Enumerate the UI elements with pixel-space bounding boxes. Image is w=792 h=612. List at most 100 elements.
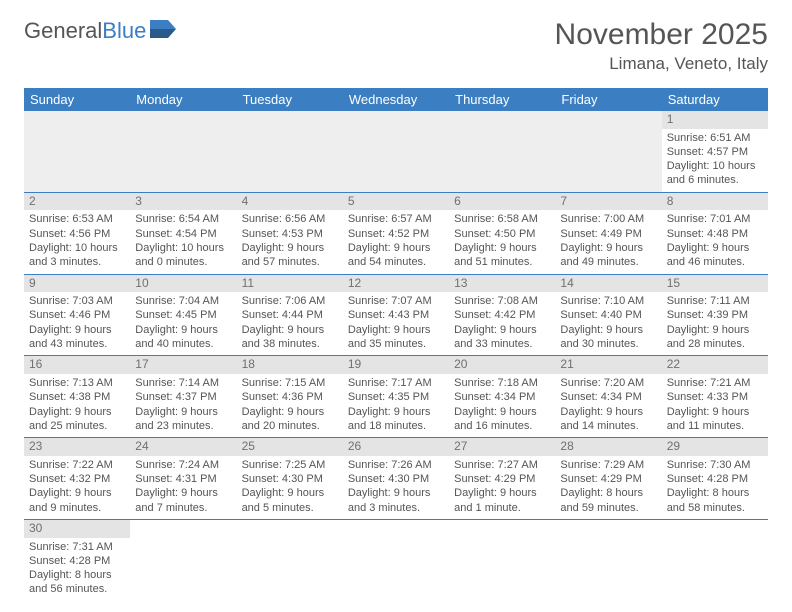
sunrise-text: Sunrise: 6:53 AM xyxy=(29,212,125,226)
sunrise-text: Sunrise: 6:54 AM xyxy=(135,212,231,226)
day-number: 26 xyxy=(343,438,449,456)
sunrise-text: Sunrise: 6:57 AM xyxy=(348,212,444,226)
day-number: 27 xyxy=(449,438,555,456)
daylight-text: Daylight: 8 hours and 59 minutes. xyxy=(560,486,656,515)
sunrise-text: Sunrise: 6:58 AM xyxy=(454,212,550,226)
day-number: 22 xyxy=(662,356,768,374)
day-number: 16 xyxy=(24,356,130,374)
day-number: 1 xyxy=(662,111,768,129)
day-body: Sunrise: 7:30 AMSunset: 4:28 PMDaylight:… xyxy=(662,456,768,519)
day-cell xyxy=(343,519,449,600)
day-body: Sunrise: 7:08 AMSunset: 4:42 PMDaylight:… xyxy=(449,292,555,355)
day-body: Sunrise: 6:54 AMSunset: 4:54 PMDaylight:… xyxy=(130,210,236,273)
day-body: Sunrise: 7:01 AMSunset: 4:48 PMDaylight:… xyxy=(662,210,768,273)
day-cell: 13Sunrise: 7:08 AMSunset: 4:42 PMDayligh… xyxy=(449,274,555,356)
day-body: Sunrise: 7:07 AMSunset: 4:43 PMDaylight:… xyxy=(343,292,449,355)
logo-text-2: Blue xyxy=(102,18,146,44)
sunset-text: Sunset: 4:56 PM xyxy=(29,227,125,241)
daylight-text: Daylight: 9 hours and 5 minutes. xyxy=(242,486,338,515)
day-header: Monday xyxy=(130,88,236,111)
sunset-text: Sunset: 4:40 PM xyxy=(560,308,656,322)
day-cell xyxy=(555,519,661,600)
sunrise-text: Sunrise: 7:07 AM xyxy=(348,294,444,308)
daylight-text: Daylight: 9 hours and 46 minutes. xyxy=(667,241,763,270)
day-cell: 12Sunrise: 7:07 AMSunset: 4:43 PMDayligh… xyxy=(343,274,449,356)
daylight-text: Daylight: 9 hours and 25 minutes. xyxy=(29,405,125,434)
day-cell: 10Sunrise: 7:04 AMSunset: 4:45 PMDayligh… xyxy=(130,274,236,356)
day-number: 25 xyxy=(237,438,343,456)
sunset-text: Sunset: 4:43 PM xyxy=(348,308,444,322)
sunrise-text: Sunrise: 7:08 AM xyxy=(454,294,550,308)
day-header: Wednesday xyxy=(343,88,449,111)
sunset-text: Sunset: 4:30 PM xyxy=(348,472,444,486)
sunset-text: Sunset: 4:39 PM xyxy=(667,308,763,322)
daylight-text: Daylight: 9 hours and 1 minute. xyxy=(454,486,550,515)
week-row: 2Sunrise: 6:53 AMSunset: 4:56 PM Daylight… xyxy=(24,192,768,274)
day-body: Sunrise: 7:22 AMSunset: 4:32 PMDaylight:… xyxy=(24,456,130,519)
sunset-text: Sunset: 4:50 PM xyxy=(454,227,550,241)
day-cell: 30Sunrise: 7:31 AMSunset: 4:28 PMDayligh… xyxy=(24,519,130,600)
day-cell: 15Sunrise: 7:11 AMSunset: 4:39 PMDayligh… xyxy=(662,274,768,356)
day-cell: 7Sunrise: 7:00 AMSunset: 4:49 PMDaylight… xyxy=(555,192,661,274)
daylight-text: Daylight: 9 hours and 33 minutes. xyxy=(454,323,550,352)
day-cell xyxy=(343,111,449,192)
sunset-text: Sunset: 4:52 PM xyxy=(348,227,444,241)
day-body: Sunrise: 7:00 AMSunset: 4:49 PMDaylight:… xyxy=(555,210,661,273)
day-body: Sunrise: 7:17 AMSunset: 4:35 PMDaylight:… xyxy=(343,374,449,437)
day-number: 10 xyxy=(130,275,236,293)
day-cell: 19Sunrise: 7:17 AMSunset: 4:35 PMDayligh… xyxy=(343,356,449,438)
daylight-text: Daylight: 9 hours and 3 minutes. xyxy=(348,486,444,515)
sunset-text: Sunset: 4:31 PM xyxy=(135,472,231,486)
day-number: 23 xyxy=(24,438,130,456)
sunrise-text: Sunrise: 7:13 AM xyxy=(29,376,125,390)
day-cell xyxy=(237,519,343,600)
title-block: November 2025 Limana, Veneto, Italy xyxy=(555,18,768,74)
day-body: Sunrise: 6:51 AMSunset: 4:57 PMDaylight:… xyxy=(662,129,768,192)
sunset-text: Sunset: 4:33 PM xyxy=(667,390,763,404)
daylight-text: Daylight: 9 hours and 49 minutes. xyxy=(560,241,656,270)
day-number: 24 xyxy=(130,438,236,456)
daylight-text: Daylight: 10 hours and 6 minutes. xyxy=(667,159,763,188)
sunrise-text: Sunrise: 7:24 AM xyxy=(135,458,231,472)
sunrise-text: Sunrise: 7:10 AM xyxy=(560,294,656,308)
daylight-text: Daylight: 9 hours and 51 minutes. xyxy=(454,241,550,270)
daylight-text: Daylight: 9 hours and 43 minutes. xyxy=(29,323,125,352)
day-body: Sunrise: 7:29 AMSunset: 4:29 PMDaylight:… xyxy=(555,456,661,519)
header: GeneralBlue November 2025 Limana, Veneto… xyxy=(0,0,792,82)
day-number: 12 xyxy=(343,275,449,293)
day-cell xyxy=(449,111,555,192)
day-number: 4 xyxy=(237,193,343,211)
sunrise-text: Sunrise: 7:26 AM xyxy=(348,458,444,472)
week-row: 16Sunrise: 7:13 AMSunset: 4:38 PMDayligh… xyxy=(24,356,768,438)
daylight-text: Daylight: 9 hours and 35 minutes. xyxy=(348,323,444,352)
day-header: Tuesday xyxy=(237,88,343,111)
day-body: Sunrise: 7:26 AMSunset: 4:30 PMDaylight:… xyxy=(343,456,449,519)
day-cell xyxy=(449,519,555,600)
sunset-text: Sunset: 4:28 PM xyxy=(667,472,763,486)
sunrise-text: Sunrise: 7:01 AM xyxy=(667,212,763,226)
week-row: 9Sunrise: 7:03 AMSunset: 4:46 PMDaylight… xyxy=(24,274,768,356)
day-number: 21 xyxy=(555,356,661,374)
daylight-text: Daylight: 9 hours and 20 minutes. xyxy=(242,405,338,434)
day-cell: 23Sunrise: 7:22 AMSunset: 4:32 PMDayligh… xyxy=(24,438,130,520)
day-number: 8 xyxy=(662,193,768,211)
day-cell: 24Sunrise: 7:24 AMSunset: 4:31 PMDayligh… xyxy=(130,438,236,520)
day-cell: 17Sunrise: 7:14 AMSunset: 4:37 PMDayligh… xyxy=(130,356,236,438)
sunrise-text: Sunrise: 7:00 AM xyxy=(560,212,656,226)
logo-text-1: General xyxy=(24,18,102,44)
sunrise-text: Sunrise: 7:21 AM xyxy=(667,376,763,390)
day-header: Sunday xyxy=(24,88,130,111)
sunset-text: Sunset: 4:29 PM xyxy=(454,472,550,486)
sunset-text: Sunset: 4:54 PM xyxy=(135,227,231,241)
flag-icon xyxy=(150,18,176,44)
day-number: 11 xyxy=(237,275,343,293)
day-body: Sunrise: 7:20 AMSunset: 4:34 PMDaylight:… xyxy=(555,374,661,437)
sunset-text: Sunset: 4:36 PM xyxy=(242,390,338,404)
week-row: 1Sunrise: 6:51 AMSunset: 4:57 PMDaylight… xyxy=(24,111,768,192)
week-row: 23Sunrise: 7:22 AMSunset: 4:32 PMDayligh… xyxy=(24,438,768,520)
day-cell xyxy=(555,111,661,192)
day-body: Sunrise: 7:27 AMSunset: 4:29 PMDaylight:… xyxy=(449,456,555,519)
day-body: Sunrise: 6:56 AMSunset: 4:53 PMDaylight:… xyxy=(237,210,343,273)
daylight-text: Daylight: 9 hours and 40 minutes. xyxy=(135,323,231,352)
day-number: 2 xyxy=(24,193,130,211)
